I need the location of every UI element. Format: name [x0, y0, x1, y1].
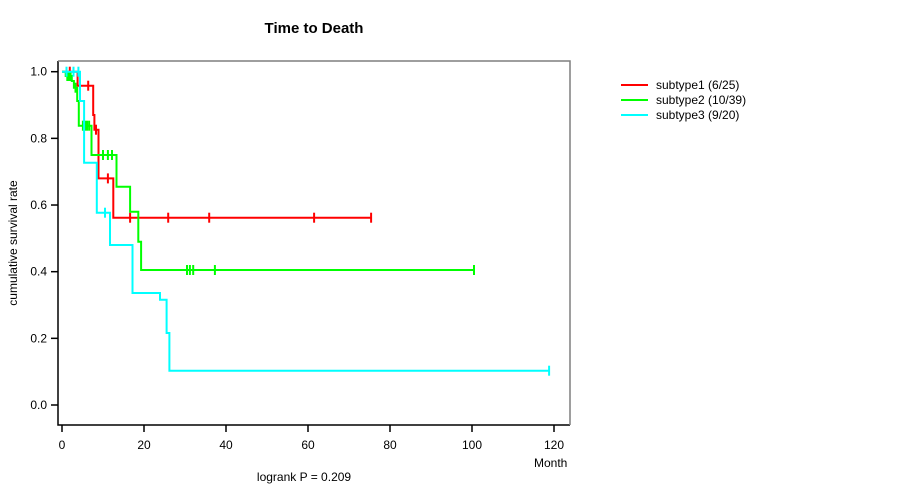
legend-item-subtype1: subtype1 (6/25) [621, 78, 746, 92]
survival-curve-subtype3 [62, 70, 550, 372]
y-axis-tick-label: 0.0 [30, 398, 47, 412]
plot-frame-left-bottom [57, 61, 570, 426]
survival-curve-subtype1 [62, 70, 372, 219]
legend-line-swatch-subtype2 [621, 99, 648, 101]
y-axis-tick-label: 0.4 [30, 265, 47, 279]
legend-item-subtype2: subtype2 (10/39) [621, 93, 746, 107]
x-axis-tick-label: 0 [59, 438, 66, 452]
plot-frame-top-right [58, 60, 571, 425]
x-axis-tick-label: 120 [544, 438, 564, 452]
legend-label: subtype1 (6/25) [656, 78, 740, 92]
chart-title: Time to Death [264, 20, 364, 37]
y-axis-tick-label: 0.6 [30, 198, 47, 212]
legend-item-subtype3: subtype3 (9/20) [621, 108, 746, 122]
y-axis-tick-label: 1.0 [30, 65, 47, 79]
x-axis-tick-label: 40 [219, 438, 233, 452]
legend: subtype1 (6/25) subtype2 (10/39) subtype… [621, 78, 746, 122]
x-axis-tick-label: 80 [383, 438, 397, 452]
x-axis-tick-label: 60 [301, 438, 315, 452]
survival-curve-subtype2 [62, 70, 475, 271]
y-axis-tick-label: 0.8 [30, 131, 47, 145]
legend-line-swatch-subtype1 [621, 84, 648, 86]
x-axis-tick-label: 100 [462, 438, 482, 452]
y-axis-title: cumulative survival rate [6, 180, 20, 306]
x-axis-title: Month [534, 456, 568, 470]
logrank-caption: logrank P = 0.209 [256, 470, 352, 484]
x-axis-tick-label: 20 [137, 438, 151, 452]
y-axis-tick-label: 0.2 [30, 331, 47, 345]
legend-label: subtype2 (10/39) [656, 93, 747, 107]
legend-line-swatch-subtype3 [621, 114, 648, 116]
legend-label: subtype3 (9/20) [656, 108, 740, 122]
